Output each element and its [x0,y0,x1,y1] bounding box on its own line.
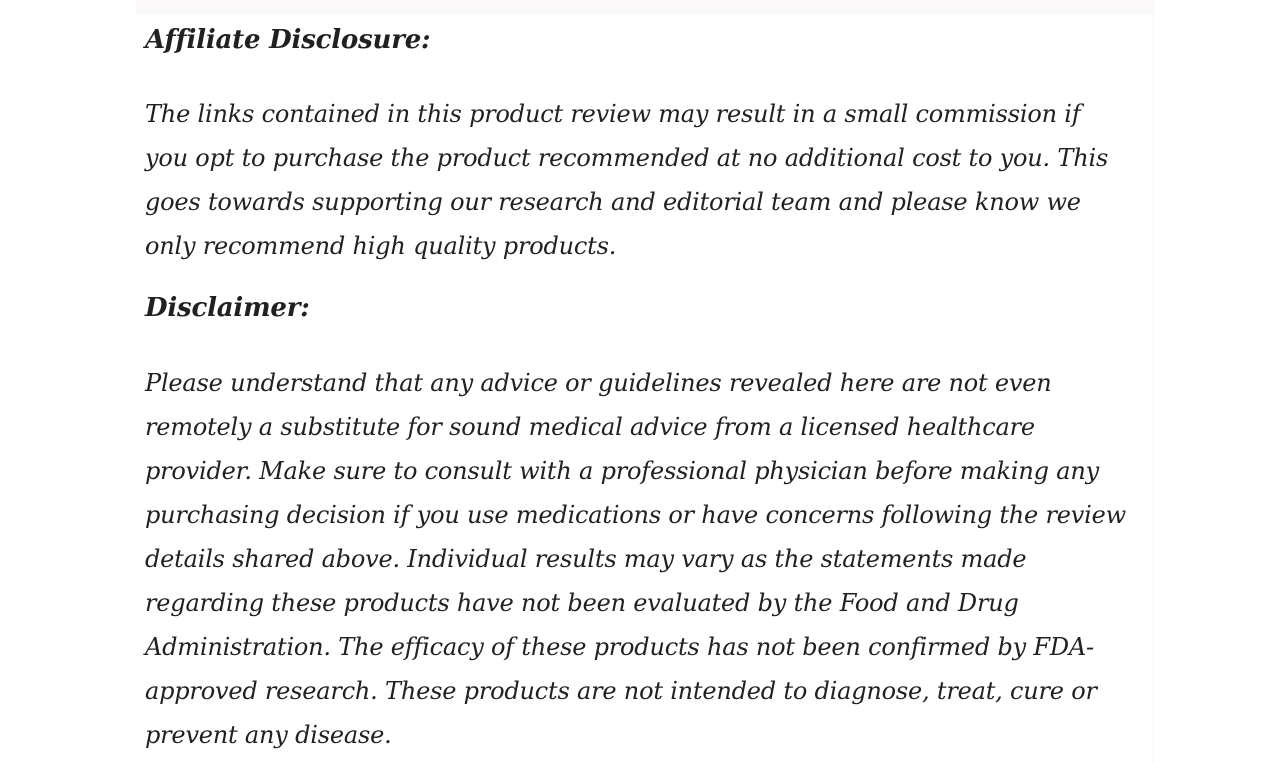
content-right-border [1153,0,1154,763]
article-content: Affiliate Disclosure: The links containe… [145,0,1205,757]
disclaimer-paragraph: Please understand that any advice or gui… [145,369,1126,749]
content-top-divider [136,0,1153,14]
affiliate-disclosure-paragraph: The links contained in this product revi… [145,100,1109,260]
affiliate-disclosure-heading: Affiliate Disclosure: [145,25,431,55]
disclaimer-heading: Disclaimer: [145,293,310,323]
